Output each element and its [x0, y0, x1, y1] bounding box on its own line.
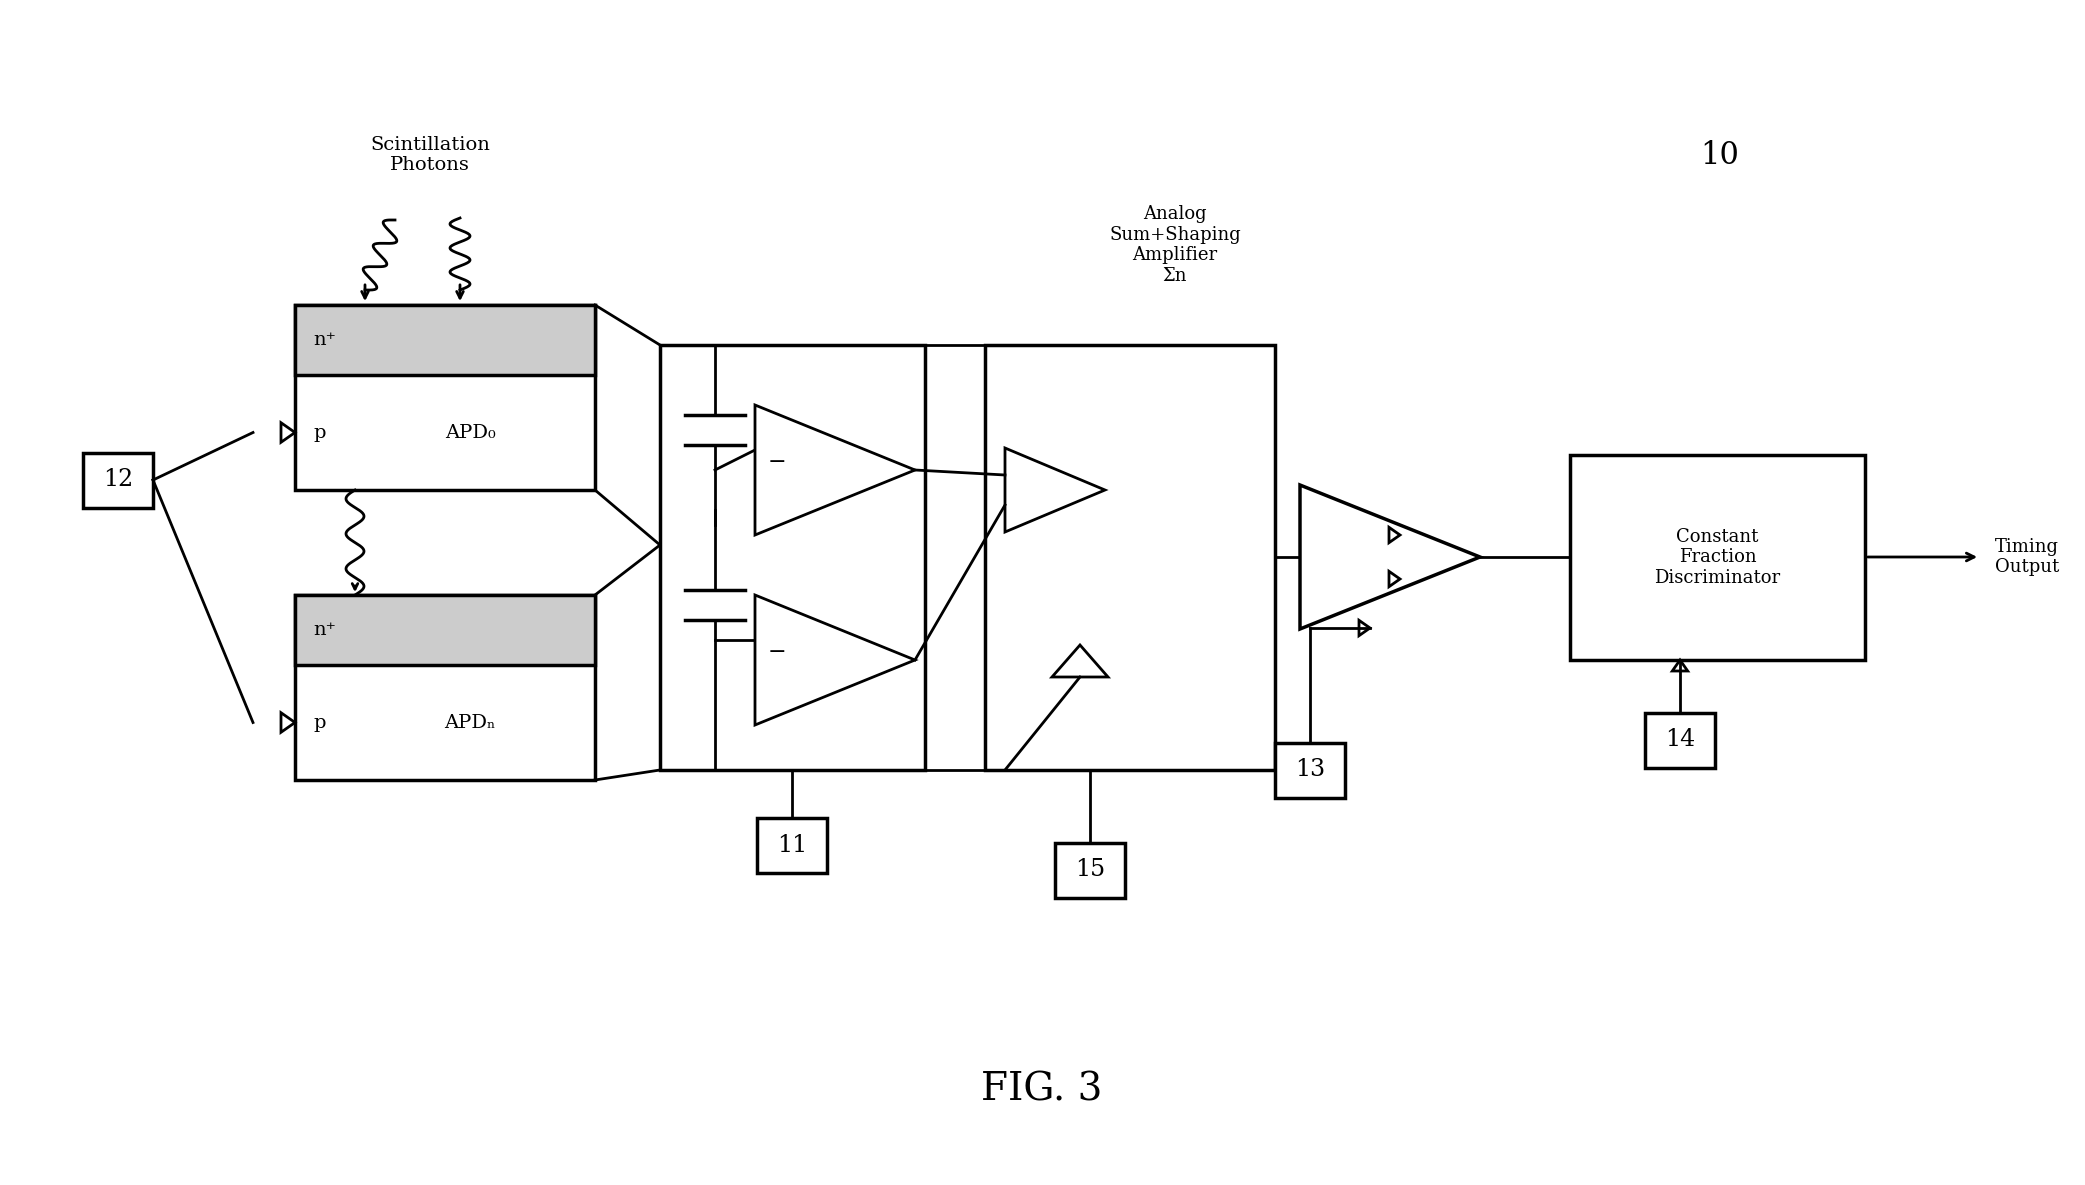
Bar [294, 595, 594, 665]
Bar [1645, 712, 1716, 768]
Bar [1055, 843, 1126, 897]
Text: 12: 12 [102, 468, 133, 492]
Text: −: − [767, 641, 786, 662]
Polygon shape [755, 405, 915, 534]
Bar [294, 305, 594, 374]
Text: APDₙ: APDₙ [444, 713, 496, 731]
Text: 11: 11 [778, 833, 807, 857]
Bar [661, 345, 926, 770]
Bar [984, 345, 1276, 770]
Bar [294, 305, 594, 491]
Bar [757, 818, 828, 872]
Polygon shape [1301, 485, 1480, 629]
Text: Analog
Sum+Shaping
Amplifier
Σn: Analog Sum+Shaping Amplifier Σn [1109, 205, 1241, 286]
Text: Timing
Output: Timing Output [1995, 538, 2060, 576]
Text: n⁺: n⁺ [313, 621, 336, 639]
Bar [1570, 455, 1864, 660]
Text: APD₀: APD₀ [444, 423, 496, 442]
Text: −: − [767, 451, 786, 473]
Bar [294, 595, 594, 780]
Bar [83, 453, 152, 507]
Text: Constant
Fraction
Discriminator: Constant Fraction Discriminator [1653, 527, 1781, 588]
Polygon shape [755, 595, 915, 725]
Text: p: p [313, 713, 325, 731]
Text: Scintillation
Photons: Scintillation Photons [369, 135, 490, 174]
Text: 13: 13 [1295, 758, 1326, 781]
Text: 15: 15 [1076, 858, 1105, 882]
Text: 10: 10 [1701, 140, 1739, 171]
Text: n⁺: n⁺ [313, 331, 336, 350]
Text: p: p [313, 423, 325, 442]
Bar [1276, 743, 1345, 798]
Text: FIG. 3: FIG. 3 [982, 1071, 1103, 1108]
Text: 14: 14 [1666, 729, 1695, 751]
